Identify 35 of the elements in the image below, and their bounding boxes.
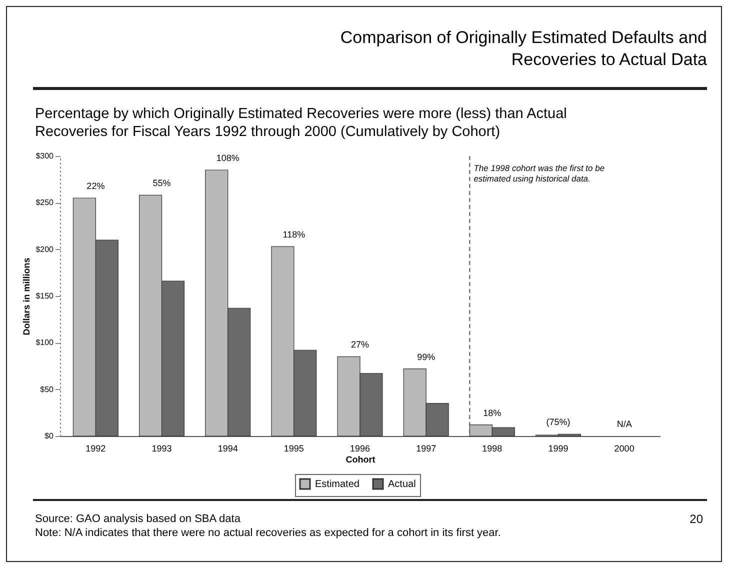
ref-line-label: The 1998 cohort was the first to be estimated using historical data. <box>474 163 605 184</box>
legend-label: Actual <box>388 479 416 490</box>
chart-subtitle: Percentage by which Originally Estimated Recoveries were more (less) than Actual Recoveries for Fiscal Years 1992 through 2000 (Cumulatively by Cohort) <box>35 105 568 141</box>
annotation: (75%) <box>546 417 570 428</box>
source-note: Source: GAO analysis based on SBA data <box>35 512 242 526</box>
text: Note: N/A indicates that there were no actual recoveries as expected for a cohort in its first year. <box>35 526 501 540</box>
annotation: 55% <box>152 178 171 188</box>
x-tick-label: 1996 <box>350 444 370 454</box>
annotation: 118% <box>282 230 306 240</box>
annotation: 99% <box>417 352 436 362</box>
y-tick-label: $300 <box>36 152 54 160</box>
annotation: 108% <box>216 153 240 163</box>
y-tick-label: $250 <box>36 198 54 208</box>
y-tick-label: $0 <box>44 432 54 440</box>
annotation: N/A <box>616 419 632 429</box>
y-axis-title: Dollars in millions <box>22 258 32 336</box>
y-tick-label: $200 <box>36 244 54 254</box>
legend-label: Estimated <box>315 479 360 490</box>
x-tick-label: 1993 <box>152 444 172 454</box>
x-axis-title: Cohort <box>346 454 376 464</box>
chart-title: Comparison of Originally Estimated Defaults and Recoveries to Actual Data <box>339 27 707 71</box>
y-tick-label: $150 <box>36 292 54 300</box>
y-tick-label: $100 <box>36 338 54 348</box>
text: 20 <box>690 512 703 526</box>
annotation: 18% <box>483 408 502 418</box>
x-tick-label: 1995 <box>284 444 304 454</box>
x-tick-label: 1994 <box>218 444 238 454</box>
x-tick-label: 1997 <box>416 444 436 454</box>
annotation: 22% <box>86 181 105 191</box>
x-tick-label: 1998 <box>482 444 502 454</box>
x-tick-label: 1999 <box>548 444 568 454</box>
y-tick-label: $50 <box>40 384 54 394</box>
x-tick-label: 2000 <box>614 444 634 454</box>
x-tick-label: 1992 <box>86 444 106 454</box>
annotation: 27% <box>350 340 370 350</box>
